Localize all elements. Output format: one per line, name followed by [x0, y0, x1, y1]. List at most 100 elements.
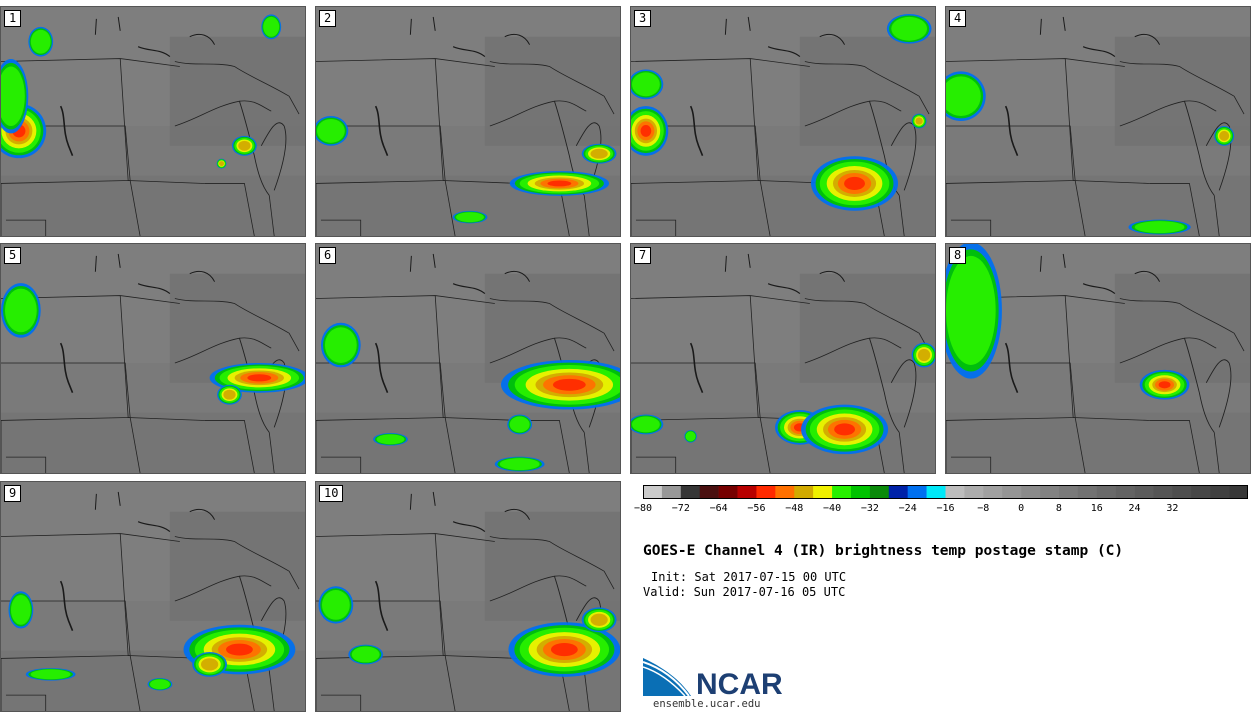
storm-cell [223, 389, 236, 400]
postage-stamp-panel-1: 1 [0, 6, 306, 237]
colorbar-swatch [1096, 485, 1116, 499]
colorbar-swatch [1002, 485, 1022, 499]
ncar-logo-text: NCAR [696, 668, 783, 700]
storm-cell [499, 458, 540, 471]
ir-map [631, 7, 935, 236]
storm-cell [1158, 381, 1171, 389]
storm-cell [351, 646, 380, 663]
colorbar-swatch [869, 485, 890, 499]
postage-stamp-panel-7: 7 [630, 243, 936, 474]
colorbar-swatch [794, 485, 814, 499]
storm-cell [10, 595, 31, 625]
storm-cell [946, 76, 981, 117]
colorbar-tick-label: 24 [1128, 503, 1141, 514]
ir-map [1, 482, 305, 711]
colorbar-tick-label: −72 [671, 503, 690, 514]
ir-map [946, 7, 1250, 236]
colorbar-swatch [1077, 485, 1098, 499]
colorbar-swatch [661, 485, 682, 499]
colorbar-tick-label: −64 [709, 503, 728, 514]
ir-map [316, 7, 620, 236]
storm-cell [590, 613, 608, 626]
storm-cell [1134, 221, 1185, 234]
storm-cell [376, 434, 405, 445]
colorbar-tick-label: −8 [977, 503, 990, 514]
storm-cell [891, 16, 928, 41]
panel-number-label: 6 [319, 247, 337, 264]
colorbar-swatch [945, 485, 965, 499]
colorbar-tick-label: −48 [785, 503, 804, 514]
storm-cell [590, 148, 608, 159]
ir-map [316, 482, 620, 711]
colorbar-swatch [680, 485, 701, 499]
colorbar-swatch [1210, 485, 1230, 499]
storm-cell [321, 590, 350, 620]
ir-map [316, 244, 620, 473]
postage-stamp-panel-8: 8 [945, 243, 1251, 474]
storm-cell [844, 176, 865, 191]
postage-stamp-panel-6: 6 [315, 243, 621, 474]
panel-number-label: 8 [949, 247, 967, 264]
panel-number-label: 3 [634, 10, 652, 27]
panel-number-label: 4 [949, 10, 967, 27]
colorbar-swatch [888, 485, 908, 499]
colorbar-tick-labels: −80 −72 −64 −56 −48 −40 −32 −24 −16 −8 0 8 16 24 32 [634, 503, 1253, 517]
colorbar-swatch [1134, 485, 1154, 499]
colorbar-swatch [983, 485, 1003, 499]
valid-time: Valid: Sun 2017-07-16 05 UTC [643, 585, 846, 599]
colorbar-tick-label: 8 [1055, 503, 1062, 514]
colorbar-tick-label: −24 [898, 503, 917, 514]
colorbar-swatch [699, 485, 719, 499]
colorbar-swatch [1021, 485, 1041, 499]
colorbar-swatch [1153, 485, 1173, 499]
colorbar-swatch [1191, 485, 1211, 499]
colorbar-tick-label: −56 [747, 503, 766, 514]
colorbar-swatch [1229, 485, 1248, 499]
storm-cell [263, 16, 280, 37]
logo-url: ensemble.ucar.edu [653, 698, 761, 710]
colorbar-swatch [907, 485, 927, 499]
storm-cell [316, 119, 345, 143]
colorbar-tick-label: −32 [860, 503, 879, 514]
storm-cell [150, 679, 170, 690]
storm-cell [247, 374, 272, 382]
ir-map [1, 7, 305, 236]
storm-cell [456, 212, 484, 223]
panel-number-label: 1 [4, 10, 22, 27]
storm-cell [324, 327, 357, 363]
storm-cell [30, 669, 71, 680]
ir-map [946, 244, 1250, 473]
ncar-logo: NCAR [642, 656, 793, 704]
postage-stamp-panel-5: 5 [0, 243, 306, 474]
figure-title: GOES-E Channel 4 (IR) brightness temp po… [643, 543, 1124, 559]
storm-cell [550, 642, 578, 657]
colorbar-tick-label: 16 [1090, 503, 1103, 514]
storm-cell [946, 255, 996, 365]
panel-number-label: 5 [4, 247, 22, 264]
storm-cell [552, 378, 586, 391]
colorbar-swatch [756, 485, 776, 499]
colorbar-tick-label: −16 [936, 503, 955, 514]
colorbar-tick-label: 0 [1018, 503, 1025, 514]
storm-cell [509, 416, 530, 433]
colorbar-swatch [964, 485, 984, 499]
postage-stamp-panel-3: 3 [630, 6, 936, 237]
storm-cell [640, 124, 652, 137]
storm-cell [834, 423, 856, 436]
storm-cell [4, 288, 37, 333]
init-time: Init: Sat 2017-07-15 00 UTC [651, 570, 847, 584]
storm-cell [219, 161, 225, 167]
colorbar-tick-label: −40 [823, 503, 842, 514]
colorbar-swatch [718, 485, 738, 499]
colorbar-tick-label: −80 [633, 503, 653, 514]
storm-cell [30, 29, 51, 54]
colorbar-swatch [813, 485, 833, 499]
storm-cell [226, 643, 253, 656]
panel-number-label: 2 [319, 10, 337, 27]
colorbar-swatch [832, 485, 852, 499]
storm-cell [685, 431, 696, 442]
storm-cell [631, 416, 660, 433]
colorbar-swatch [850, 485, 871, 499]
colorbar-swatch [643, 485, 663, 499]
storm-cell [1, 66, 25, 126]
